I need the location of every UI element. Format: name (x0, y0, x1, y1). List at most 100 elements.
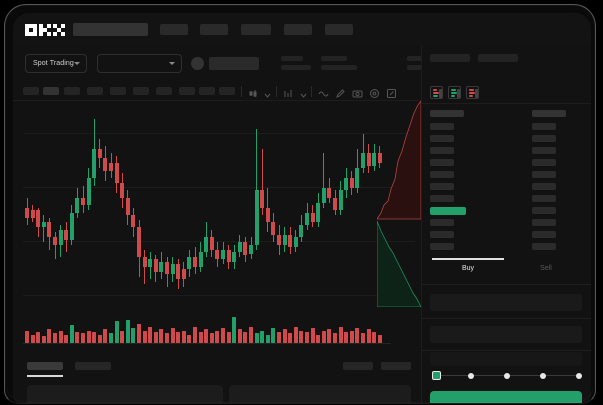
orders-card-1[interactable] (229, 385, 411, 403)
orderbook-row[interactable] (532, 231, 556, 238)
candle-body (36, 210, 41, 228)
trades-tab[interactable] (478, 54, 518, 62)
orderbook-row[interactable] (532, 243, 556, 250)
orderbook-row[interactable] (430, 123, 454, 130)
candle-wick (144, 249, 146, 285)
candle-body (249, 244, 253, 255)
fullscreen-icon[interactable] (386, 86, 397, 98)
slider-stop-50[interactable] (504, 372, 510, 379)
chevron-down-icon[interactable] (264, 86, 271, 98)
order-amount-field[interactable] (430, 326, 582, 343)
orderbook-row[interactable] (532, 135, 556, 142)
timeframe-3[interactable] (87, 87, 103, 95)
orders-action-0[interactable] (343, 362, 373, 370)
orderbook-row[interactable] (532, 219, 556, 226)
pencil-icon[interactable] (335, 86, 346, 98)
tab-buy[interactable]: Buy (461, 265, 475, 272)
price-chart[interactable] (13, 101, 421, 307)
orderbook-row[interactable] (532, 183, 556, 190)
candle-body (58, 229, 63, 245)
pair-select[interactable] (97, 54, 182, 73)
nav-item-1[interactable] (200, 24, 228, 35)
orderbook-row[interactable] (430, 207, 466, 215)
slider-stop-75[interactable] (540, 372, 546, 379)
volume-bar (92, 332, 97, 343)
amount-percent-slider[interactable] (432, 371, 582, 380)
candle-body (204, 237, 209, 253)
order-price-field[interactable] (430, 294, 582, 311)
nav-item-0[interactable] (160, 24, 188, 35)
tab-sell[interactable]: Sell (540, 265, 552, 272)
slider-handle[interactable] (432, 371, 441, 380)
orders-action-1[interactable] (381, 362, 411, 370)
timeframe-1[interactable] (43, 87, 59, 95)
volume-bar (58, 330, 63, 343)
orderbook-row[interactable] (532, 123, 556, 130)
settings-icon[interactable] (369, 86, 380, 98)
orderbook-row[interactable] (430, 171, 454, 178)
indicators-icon[interactable] (283, 86, 294, 97)
wave-icon[interactable] (318, 86, 329, 97)
orderbook-row[interactable] (532, 110, 566, 117)
orderbook-row[interactable] (430, 183, 454, 190)
chevron-down-icon[interactable] (300, 86, 307, 98)
order-total-field[interactable] (430, 352, 582, 366)
market-type-select[interactable]: Spot Trading (25, 54, 87, 73)
orderbook-row[interactable] (532, 147, 556, 154)
orderbook-tab[interactable] (430, 54, 470, 62)
camera-icon[interactable] (352, 86, 363, 98)
orderbook-row[interactable] (532, 171, 556, 178)
orderbook-row[interactable] (430, 231, 454, 238)
orderbook-row[interactable] (430, 243, 454, 250)
volume-bar (321, 330, 326, 343)
bottom-tab-1[interactable] (75, 362, 111, 370)
volume-bar (277, 332, 281, 343)
timeframe-4[interactable] (110, 87, 126, 95)
orderbook-row[interactable] (430, 219, 454, 226)
buy-tab-underline (432, 258, 504, 260)
bottom-tab-0[interactable] (27, 362, 63, 370)
orderbook-row[interactable] (430, 135, 454, 142)
okx-logo[interactable] (25, 24, 65, 36)
slider-stop-25[interactable] (468, 372, 474, 379)
timeframe-2[interactable] (64, 87, 80, 95)
orderbook-row[interactable] (430, 110, 464, 117)
volume-bar (165, 333, 169, 343)
candle-body (327, 187, 332, 198)
submit-buy-button[interactable] (430, 391, 582, 403)
nav-item-2[interactable] (241, 24, 271, 35)
orderbook-view-asks-icon[interactable] (466, 86, 479, 99)
nav-item-4[interactable] (325, 24, 353, 35)
volume-bar (53, 333, 57, 343)
candle-body (159, 261, 164, 272)
volume-bar (181, 330, 186, 343)
orderbook-view-bids-icon[interactable] (448, 86, 461, 99)
search-input[interactable] (73, 23, 148, 36)
volume-baseline (23, 343, 391, 344)
candle-body (97, 148, 102, 159)
timeframe-5[interactable] (133, 87, 149, 95)
timeframe-7[interactable] (179, 87, 195, 95)
timeframe-6[interactable] (156, 87, 172, 95)
orderbook-view-both-icon[interactable] (430, 86, 443, 99)
orderbook-row[interactable] (430, 159, 454, 166)
orderbook-row[interactable] (532, 159, 556, 166)
orderbook-row[interactable] (430, 147, 454, 154)
orderbook-row[interactable] (532, 195, 556, 202)
candle-body (333, 197, 337, 211)
orderbook-row[interactable] (532, 207, 556, 214)
orderbook-row[interactable] (430, 195, 454, 202)
nav-item-3[interactable] (284, 24, 312, 35)
volume-bar (81, 333, 85, 343)
volume-bar (159, 329, 164, 343)
gridline (23, 187, 415, 188)
timeframe-0[interactable] (23, 87, 39, 95)
timeframe-8[interactable] (199, 87, 215, 95)
volume-bar (305, 332, 309, 343)
slider-stop-100[interactable] (576, 372, 582, 379)
stat-label-1 (321, 56, 347, 61)
timeframe-9[interactable] (219, 87, 235, 95)
chart-type-icon[interactable] (249, 86, 260, 97)
volume-bar (69, 325, 74, 343)
orders-card-0[interactable] (27, 385, 223, 403)
